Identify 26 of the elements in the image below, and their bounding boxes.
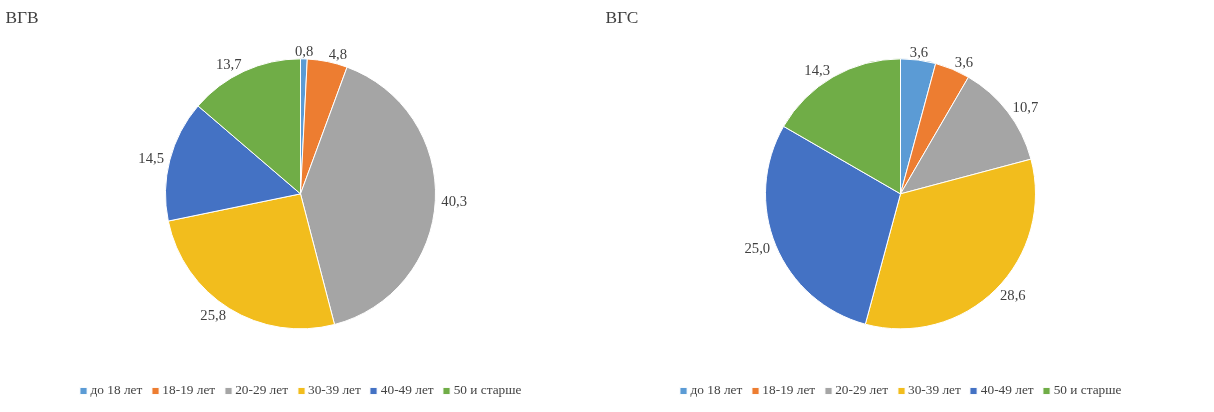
legend-label: до 18 лет bbox=[90, 382, 143, 398]
legend-label: 20-29 лет bbox=[235, 382, 289, 398]
data-label: 25,0 bbox=[744, 240, 771, 257]
legend-label: 50 и старше bbox=[453, 382, 522, 398]
legend-label: 40-49 лет bbox=[380, 382, 434, 398]
legend-label: до 18 лет bbox=[690, 382, 743, 398]
legend-label: 30-39 лет bbox=[308, 382, 361, 398]
data-label: 3,6 bbox=[954, 53, 974, 70]
legend-label: 30-39 лет bbox=[908, 382, 961, 398]
legend-label: 40-49 лет bbox=[980, 382, 1034, 398]
data-label: 3,6 bbox=[909, 44, 929, 61]
legend-label: 18-19 лет bbox=[162, 382, 216, 398]
chart-title: ВГВ bbox=[5, 7, 39, 27]
data-label: 28,6 bbox=[1000, 287, 1026, 304]
data-label: 0,8 bbox=[294, 42, 314, 59]
data-label: 10,7 bbox=[1012, 99, 1039, 116]
data-label: 14,5 bbox=[138, 150, 164, 167]
data-label: 25,8 bbox=[200, 307, 227, 324]
legend-label: 20-29 лет bbox=[835, 382, 889, 398]
data-label: 4,8 bbox=[328, 45, 348, 62]
data-label: 13,7 bbox=[215, 55, 242, 72]
data-label: 40,3 bbox=[441, 192, 467, 209]
data-label: 14,3 bbox=[804, 62, 831, 79]
legend-label: 50 и старше bbox=[1053, 382, 1122, 398]
chart-title: ВГС bbox=[605, 7, 639, 27]
legend-label: 18-19 лет bbox=[762, 382, 816, 398]
